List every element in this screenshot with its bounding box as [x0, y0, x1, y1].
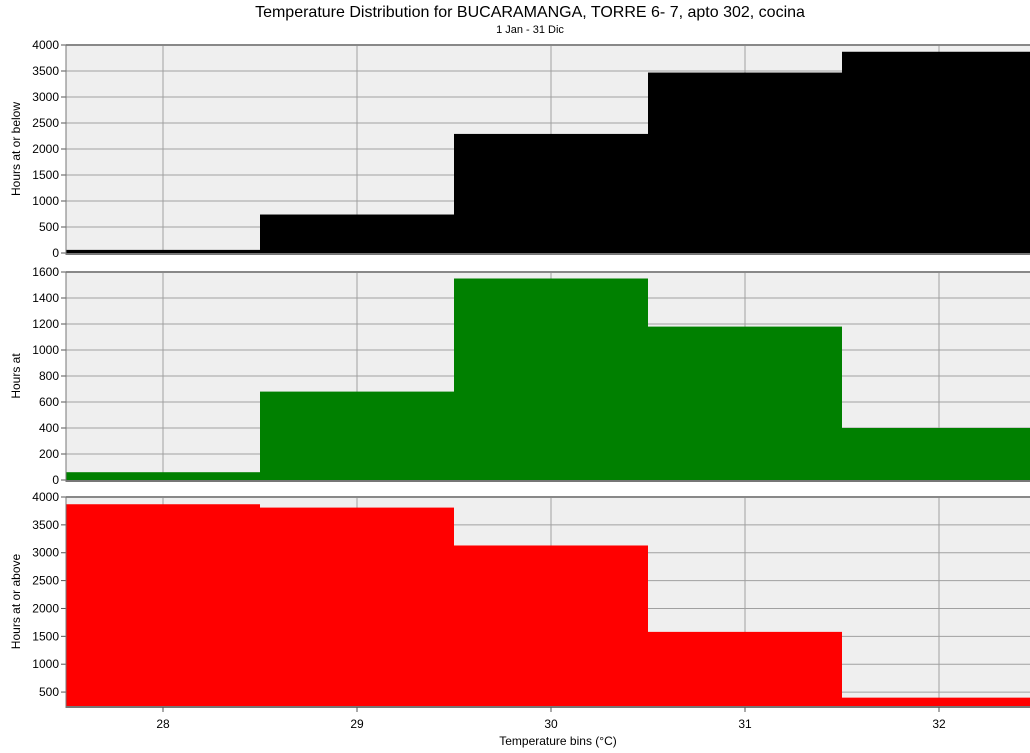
- bar-at-or-above-29: [260, 507, 454, 706]
- bar-at-or-below-28: [66, 249, 260, 253]
- bar-at-28: [66, 472, 260, 480]
- ytick-label-at: 400: [39, 421, 59, 435]
- xtick-label: 31: [738, 717, 752, 731]
- ytick-label-at: 1400: [32, 291, 59, 305]
- ytick-label-at-or-below: 3500: [32, 64, 59, 78]
- bar-at-or-below-30: [454, 133, 648, 253]
- xtick-label: 28: [156, 717, 170, 731]
- ytick-label-at-or-below: 1000: [32, 194, 59, 208]
- bar-at-or-above-30: [454, 545, 648, 706]
- ytick-label-at: 1200: [32, 317, 59, 331]
- ytick-label-at: 600: [39, 395, 59, 409]
- bar-at-or-above-28: [66, 504, 260, 706]
- ytick-label-at-or-above: 4000: [32, 490, 59, 504]
- ytick-label-at-or-above: 2000: [32, 601, 59, 615]
- bar-at-or-below-29: [260, 214, 454, 253]
- xtick-label: 32: [932, 717, 946, 731]
- ytick-label-at-or-below: 0: [52, 246, 59, 260]
- ytick-label-at: 1600: [32, 265, 59, 279]
- chart-title: Temperature Distribution for BUCARAMANGA…: [255, 4, 805, 21]
- ytick-label-at: 0: [52, 473, 59, 487]
- ytick-label-at-or-above: 1500: [32, 629, 59, 643]
- bar-at-or-below-31: [648, 72, 842, 253]
- bar-at-32: [842, 428, 1030, 480]
- xtick-label: 30: [544, 717, 558, 731]
- ylabel-at-or-above: Hours at or above: [9, 553, 23, 649]
- ytick-label-at-or-above: 2500: [32, 574, 59, 588]
- bar-at-31: [648, 326, 842, 480]
- bar-at-30: [454, 278, 648, 480]
- ylabel-at-or-below: Hours at or below: [9, 102, 23, 196]
- chart-subtitle: 1 Jan - 31 Dic: [496, 24, 564, 36]
- ytick-label-at-or-below: 4000: [32, 38, 59, 52]
- ytick-label-at: 800: [39, 369, 59, 383]
- ytick-label-at-or-above: 3000: [32, 546, 59, 560]
- xtick-label: 29: [350, 717, 364, 731]
- ytick-label-at-or-above: 3500: [32, 518, 59, 532]
- ytick-label-at: 200: [39, 447, 59, 461]
- ytick-label-at-or-below: 2500: [32, 116, 59, 130]
- ytick-label-at-or-above: 500: [39, 685, 59, 699]
- ylabel-at: Hours at: [9, 353, 23, 399]
- bar-at-or-above-32: [842, 697, 1030, 706]
- ytick-label-at-or-below: 500: [39, 220, 59, 234]
- ytick-label-at-or-below: 1500: [32, 168, 59, 182]
- ytick-label-at: 1000: [32, 343, 59, 357]
- ytick-label-at-or-below: 3000: [32, 90, 59, 104]
- bar-at-29: [260, 391, 454, 480]
- xlabel: Temperature bins (°C): [499, 734, 617, 748]
- bar-at-or-above-31: [648, 631, 842, 706]
- ytick-label-at-or-above: 1000: [32, 657, 59, 671]
- ytick-label-at-or-below: 2000: [32, 142, 59, 156]
- bar-at-or-below-32: [842, 51, 1030, 254]
